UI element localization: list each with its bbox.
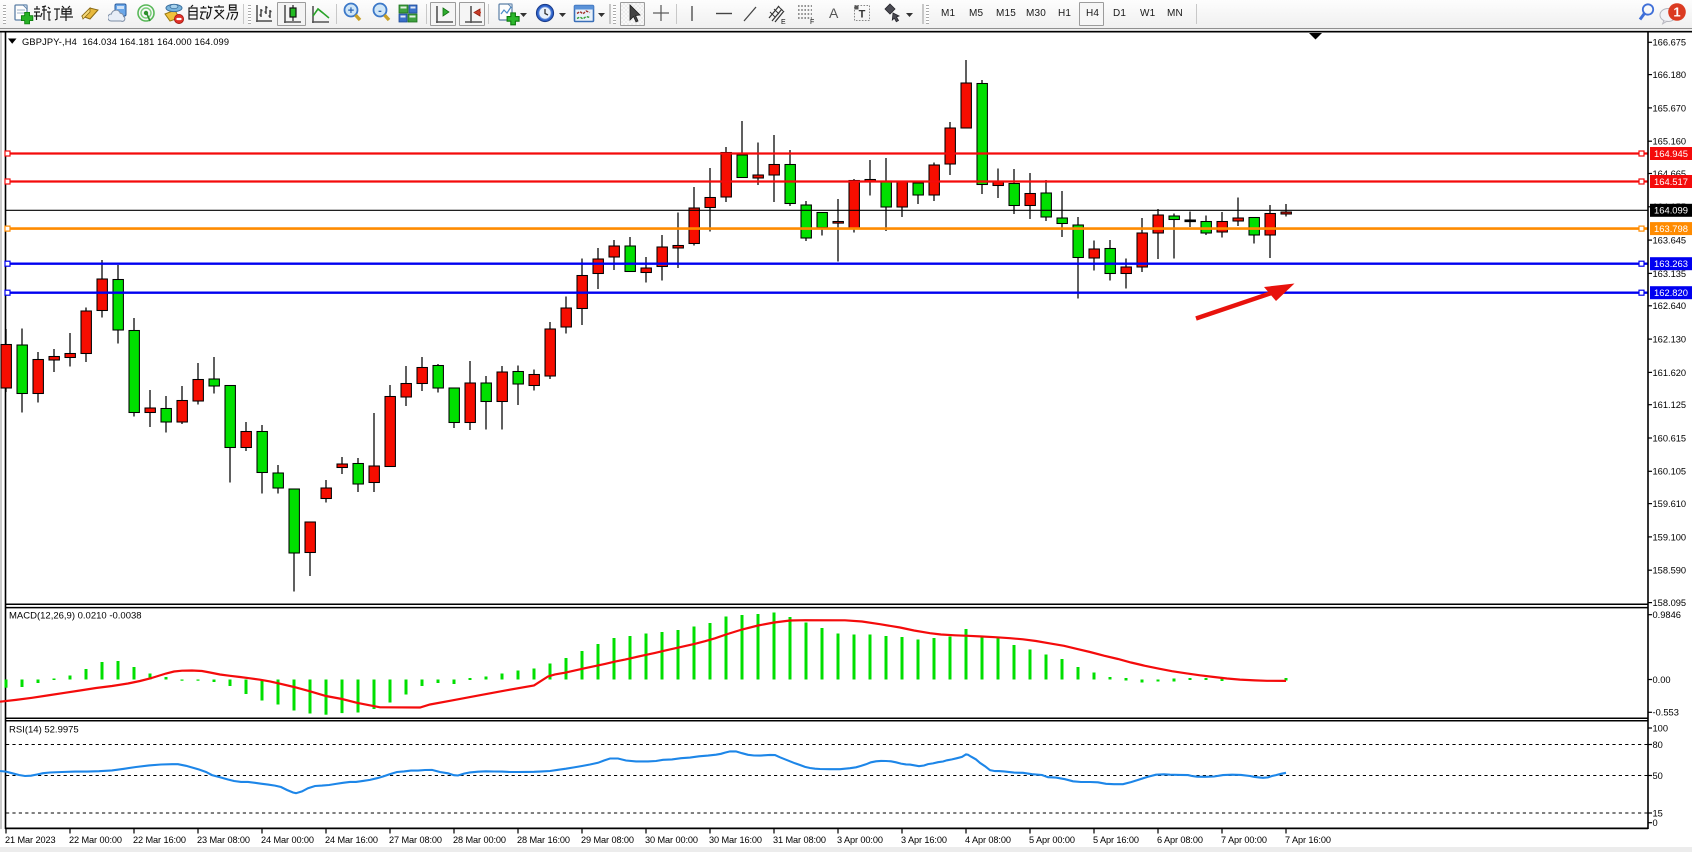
svg-text:159.100: 159.100 [1653,532,1687,542]
svg-text:158.095: 158.095 [1653,598,1687,608]
svg-text:T: T [859,9,866,21]
svg-text:163.135: 163.135 [1653,269,1687,279]
svg-text:28 Mar 00:00: 28 Mar 00:00 [453,835,506,845]
svg-text:MACD(12,26,9) 0.0210 -0.0038: MACD(12,26,9) 0.0210 -0.0038 [9,611,142,622]
svg-text:165.160: 165.160 [1653,137,1687,147]
svg-text:24 Mar 16:00: 24 Mar 16:00 [325,835,378,845]
svg-text:15: 15 [1653,808,1663,818]
svg-text:27 Mar 08:00: 27 Mar 08:00 [389,835,442,845]
svg-text:163.645: 163.645 [1653,236,1687,246]
svg-text:6 Apr 08:00: 6 Apr 08:00 [1157,835,1203,845]
svg-text:80: 80 [1653,740,1663,750]
svg-text:30 Mar 00:00: 30 Mar 00:00 [645,835,698,845]
svg-text:164.517: 164.517 [1654,176,1688,187]
svg-text:+: + [348,5,354,17]
svg-text:158.590: 158.590 [1653,566,1687,576]
svg-text:7 Apr 00:00: 7 Apr 00:00 [1221,835,1267,845]
svg-text:3 Apr 16:00: 3 Apr 16:00 [901,835,947,845]
svg-text:161.125: 161.125 [1653,400,1687,410]
svg-text:F: F [810,19,814,26]
svg-text:163.798: 163.798 [1654,223,1688,234]
svg-text:50: 50 [1653,771,1663,781]
svg-text:E: E [781,19,786,26]
svg-text:-: - [378,5,382,17]
svg-text:29 Mar 08:00: 29 Mar 08:00 [581,835,634,845]
svg-text:4 Apr 08:00: 4 Apr 08:00 [965,835,1011,845]
svg-text:5 Apr 00:00: 5 Apr 00:00 [1029,835,1075,845]
svg-text:162.640: 162.640 [1653,301,1687,311]
svg-text:28 Mar 16:00: 28 Mar 16:00 [517,835,570,845]
svg-text:3 Apr 00:00: 3 Apr 00:00 [837,835,883,845]
svg-text:5 Apr 16:00: 5 Apr 16:00 [1093,835,1139,845]
svg-text:100: 100 [1653,723,1669,733]
svg-text:22 Mar 16:00: 22 Mar 16:00 [133,835,186,845]
svg-text:164.945: 164.945 [1654,148,1688,159]
svg-text:159.610: 159.610 [1653,499,1687,509]
svg-text:166.180: 166.180 [1653,70,1687,80]
svg-text:RSI(14) 52.9975: RSI(14) 52.9975 [9,725,79,736]
svg-text:21 Mar 2023: 21 Mar 2023 [5,835,56,845]
svg-text:0: 0 [1653,818,1658,828]
svg-text:1: 1 [1673,5,1680,20]
svg-text:160.615: 160.615 [1653,433,1687,443]
svg-text:163.263: 163.263 [1654,258,1688,269]
svg-text:22 Mar 00:00: 22 Mar 00:00 [69,835,122,845]
svg-text:-0.553: -0.553 [1653,708,1679,718]
svg-text:0.00: 0.00 [1653,675,1671,685]
svg-text:162.130: 162.130 [1653,335,1687,345]
svg-text:166.675: 166.675 [1653,38,1687,48]
svg-text:GBPJPY-,H4 164.034 164.181 16: GBPJPY-,H4 164.034 164.181 164.000 164.0… [22,37,229,47]
svg-text:161.620: 161.620 [1653,368,1687,378]
svg-text:165.670: 165.670 [1653,103,1687,113]
svg-text:24 Mar 00:00: 24 Mar 00:00 [261,835,314,845]
svg-text:164.665: 164.665 [1653,169,1687,179]
svg-text:162.820: 162.820 [1654,287,1688,298]
svg-text:164.099: 164.099 [1654,205,1688,216]
svg-text:23 Mar 08:00: 23 Mar 08:00 [197,835,250,845]
svg-text:31 Mar 08:00: 31 Mar 08:00 [773,835,826,845]
svg-text:30 Mar 16:00: 30 Mar 16:00 [709,835,762,845]
svg-text:0.9846: 0.9846 [1653,610,1681,620]
svg-text:160.105: 160.105 [1653,467,1687,477]
svg-text:7 Apr 16:00: 7 Apr 16:00 [1285,835,1331,845]
